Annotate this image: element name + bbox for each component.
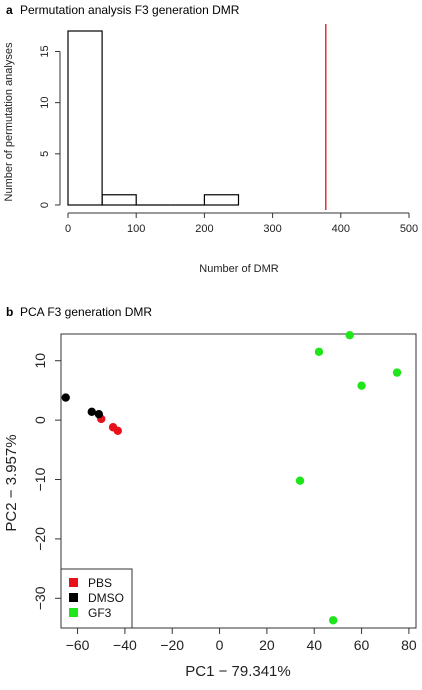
pca-x-tick-label: −60 <box>66 637 90 653</box>
pca-points <box>61 330 402 625</box>
histogram-bar <box>67 30 103 206</box>
histogram-bars <box>67 30 240 206</box>
pca-y-tick-label: 10 <box>32 353 48 369</box>
histogram-axes: 0 100 200 300 400 500 0 5 10 15 <box>39 45 418 235</box>
histogram-ylabel: Number of permutation analyses <box>3 42 15 201</box>
pca-x-tick-label: 80 <box>401 637 417 653</box>
pca-x-tick-label: 0 <box>216 637 224 653</box>
pca-point-gf3 <box>295 476 305 485</box>
pca-y-tick-label: −10 <box>32 467 48 491</box>
pca-point-dmso <box>87 407 96 417</box>
pca-plot-frame <box>60 333 417 629</box>
panel-a-title: Permutation analysis F3 generation DMR <box>20 3 240 17</box>
pca-legend: PBS DMSO GF3 <box>60 568 133 629</box>
histogram-x-tick-label: 100 <box>127 223 145 235</box>
pca-x-tick-label: 40 <box>306 637 322 653</box>
pca-y-tick-label: 0 <box>32 416 48 424</box>
histogram-x-tick-label: 300 <box>263 223 281 235</box>
histogram-x-tick-label: 200 <box>195 223 213 235</box>
panel-a-letter: a <box>6 3 13 17</box>
pca-axes: −60 −40 −20 0 20 40 60 80 −30 −20 −10 0 10 <box>32 353 417 653</box>
histogram-bar <box>203 194 240 206</box>
pca-point-dmso <box>61 393 70 402</box>
histogram-y-tick-label: 15 <box>39 45 51 57</box>
histogram-y-tick-label: 0 <box>39 202 51 208</box>
pca-point-gf3 <box>314 347 324 357</box>
pca-y-tick-label: −30 <box>32 586 48 610</box>
legend-label-pbs: PBS <box>88 576 112 590</box>
histogram-y-tick-label: 5 <box>39 151 51 157</box>
pca-panel: −60 −40 −20 0 20 40 60 80 −30 −20 −10 0 10 PBS DMSO … <box>32 330 417 653</box>
histogram-x-tick-label: 500 <box>400 223 418 235</box>
pca-point-gf3 <box>357 381 366 390</box>
histogram-xlabel: Number of DMR <box>199 263 279 275</box>
pca-point-gf3 <box>345 330 354 340</box>
pca-y-tick-label: −20 <box>32 527 48 551</box>
pca-x-tick-label: 60 <box>354 637 370 653</box>
pca-point-pbs <box>113 426 123 436</box>
pca-x-tick-label: −40 <box>113 637 137 653</box>
pca-point-dmso <box>94 409 104 419</box>
histogram-bar <box>101 194 137 206</box>
pca-x-tick-label: −20 <box>160 637 184 653</box>
legend-swatch-pbs <box>69 578 78 587</box>
pca-x-tick-label: 20 <box>259 637 275 653</box>
panel-b-letter: b <box>6 305 13 319</box>
legend-label-gf3: GF3 <box>88 606 112 620</box>
legend-label-dmso: DMSO <box>88 591 124 605</box>
histogram-x-tick-label: 0 <box>65 223 71 235</box>
legend-swatch-gf3 <box>69 608 78 617</box>
histogram-panel: 0 100 200 300 400 500 0 5 10 15 <box>39 24 418 235</box>
histogram-x-tick-label: 400 <box>332 223 350 235</box>
pca-point-gf3 <box>392 368 402 377</box>
pca-xlabel: PC1 − 79.341% <box>185 663 291 680</box>
pca-point-gf3 <box>328 616 338 625</box>
panel-b-title: PCA F3 generation DMR <box>20 305 152 319</box>
legend-swatch-dmso <box>69 593 78 602</box>
pca-ylabel: PC2 − 3.957% <box>3 434 20 531</box>
histogram-y-tick-label: 10 <box>39 97 51 109</box>
